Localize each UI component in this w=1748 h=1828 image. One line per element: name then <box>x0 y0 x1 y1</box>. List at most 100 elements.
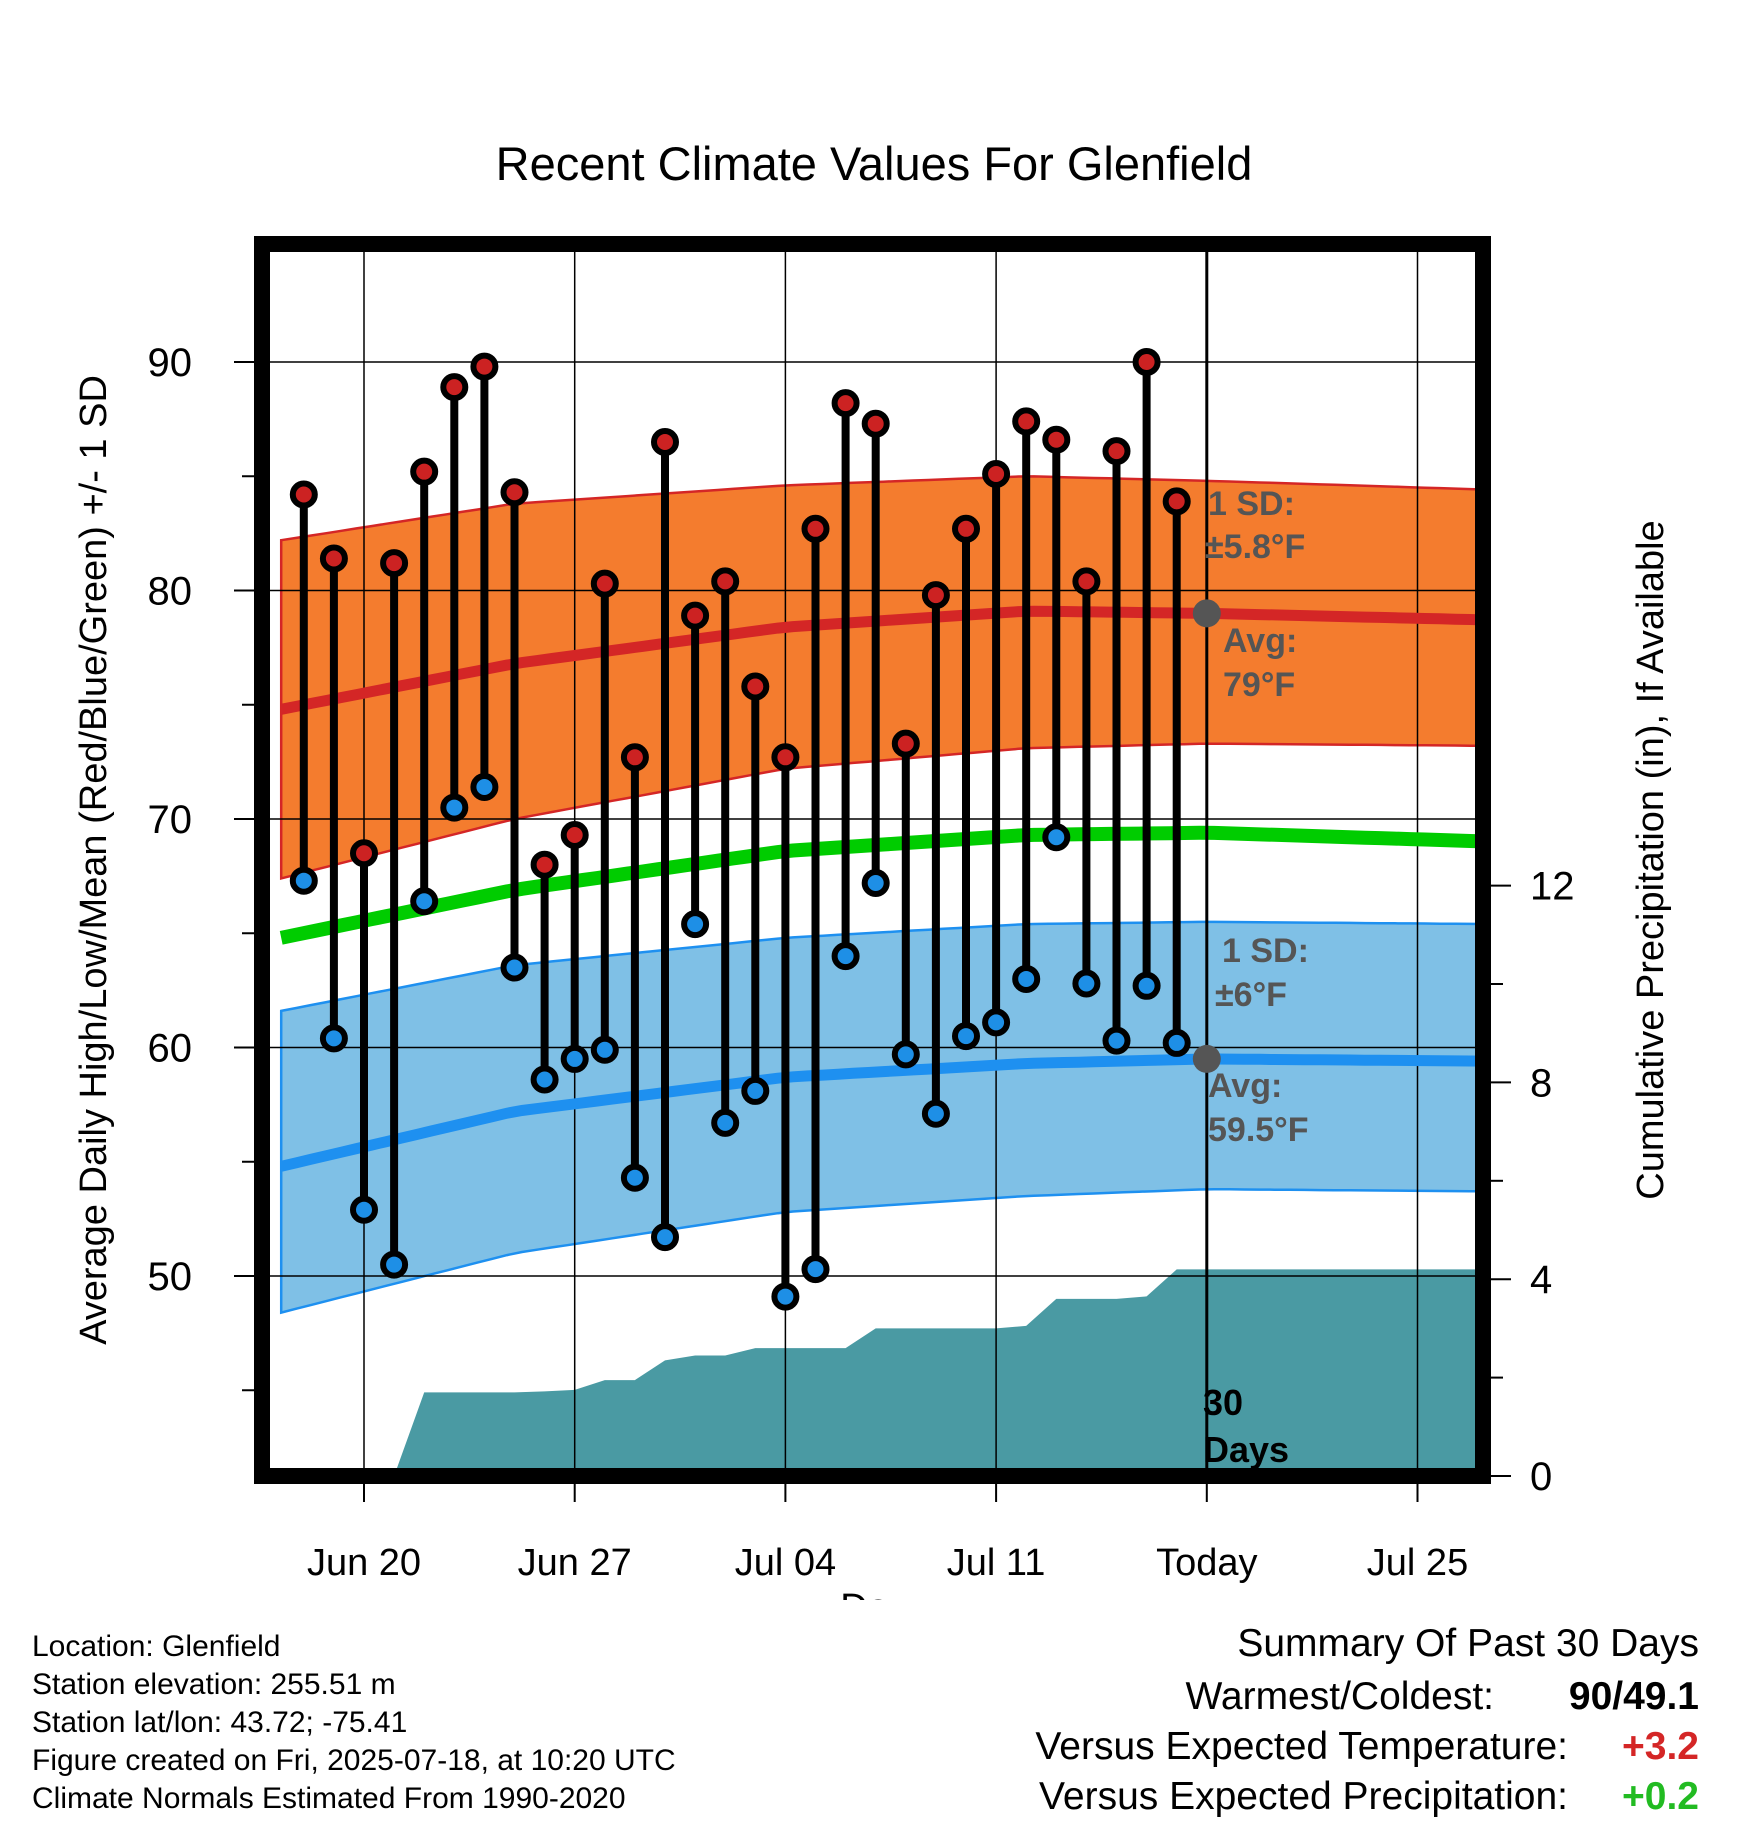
summary-temp-label: Versus Expected Temperature: <box>1035 1725 1568 1768</box>
daily-low-point <box>982 1008 1011 1037</box>
daily-low-point <box>1012 964 1041 993</box>
daily-low-point <box>560 1044 589 1073</box>
daily-high-point <box>319 544 348 573</box>
daily-low-point <box>319 1024 348 1053</box>
daily-high-point <box>1132 348 1161 376</box>
x-axis-label: Day <box>840 1587 908 1600</box>
daily-high-point <box>500 478 529 507</box>
y-tick-label: 70 <box>148 798 193 842</box>
y2-axis-label: Cumulative Precipitation (in), If Availa… <box>1630 520 1672 1199</box>
chart-title: Recent Climate Values For Glenfield <box>496 137 1253 190</box>
summary-title: Summary Of Past 30 Days <box>1237 1622 1699 1665</box>
daily-low-point <box>831 942 860 971</box>
daily-low-point <box>952 1022 980 1051</box>
daily-high-point <box>921 581 950 610</box>
daily-low-point <box>801 1255 830 1284</box>
info-latlon: Station lat/lon: 43.72; -75.41 <box>32 1706 408 1739</box>
daily-low-point <box>1162 1028 1191 1057</box>
summary-precip-label: Versus Expected Precipitation: <box>1039 1775 1568 1818</box>
y-tick-label: 90 <box>148 341 193 385</box>
climate-chart: Recent Climate Values For Glenfield 1 SD… <box>73 137 1672 1600</box>
daily-low-point <box>771 1282 800 1311</box>
y-tick-label: 60 <box>148 1027 193 1071</box>
daily-low-point <box>921 1099 950 1128</box>
y-axis-label: Average Daily High/Low/Mean (Red/Blue/Gr… <box>73 375 115 1345</box>
low-sd-value: ±6°F <box>1215 976 1287 1014</box>
daily-high-point <box>1072 567 1101 596</box>
daily-low-point <box>711 1108 740 1137</box>
info-location: Location: Glenfield <box>32 1630 281 1663</box>
summary-precip-value: +0.2 <box>1622 1775 1699 1818</box>
daily-low-point <box>1042 823 1071 852</box>
daily-high-point <box>560 820 589 849</box>
daily-low-point <box>651 1223 679 1252</box>
daily-high-point <box>1042 425 1071 454</box>
high-sd-value: ±5.8°F <box>1205 528 1305 566</box>
daily-high-point <box>741 672 770 701</box>
daily-high-point <box>952 514 980 543</box>
x-tick-label: Today <box>1156 1542 1257 1584</box>
y2-tick-label: 8 <box>1530 1061 1552 1105</box>
daily-low-point <box>620 1163 649 1192</box>
daily-low-point <box>380 1250 409 1279</box>
daily-high-point <box>891 729 920 758</box>
high-avg-label: Avg: <box>1223 622 1297 660</box>
daily-low-point <box>530 1065 559 1094</box>
days-word-label: Days <box>1203 1429 1289 1470</box>
y-tick-label: 50 <box>148 1255 193 1299</box>
info-normals: Climate Normals Estimated From 1990-2020 <box>32 1782 626 1815</box>
daily-high-point <box>1012 407 1041 436</box>
daily-high-point <box>289 480 318 509</box>
daily-low-point <box>741 1076 770 1105</box>
daily-high-point <box>380 549 409 578</box>
daily-low-point <box>861 868 890 897</box>
normal-low-line <box>279 1053 1483 1172</box>
low-sd-label: 1 SD: <box>1222 932 1309 970</box>
y-tick-label: 80 <box>148 570 193 614</box>
daily-low-point <box>289 866 318 895</box>
daily-high-point <box>530 850 559 879</box>
info-created: Figure created on Fri, 2025-07-18, at 10… <box>32 1744 676 1777</box>
daily-high-point <box>711 567 740 596</box>
daily-high-point <box>681 601 710 630</box>
high-sd-band <box>279 475 1483 881</box>
daily-low-point <box>1132 971 1161 1000</box>
daily-low-point <box>350 1195 378 1224</box>
today-high-avg-marker <box>1192 599 1221 628</box>
daily-high-point <box>771 743 800 772</box>
daily-low-point <box>891 1040 920 1069</box>
daily-high-point <box>982 459 1011 488</box>
y2-tick-label: 4 <box>1530 1258 1552 1302</box>
daily-low-point <box>1102 1026 1131 1055</box>
plot-frame <box>254 236 1491 1484</box>
days-count-label: 30 <box>1203 1382 1243 1423</box>
normal-mean-line <box>279 825 1483 945</box>
high-avg-value: 79°F <box>1223 666 1295 704</box>
plot-area: 1 SD: ±5.8°F Avg: 79°F 1 SD: ±6°F Avg: 59.5°F 30… <box>262 244 1483 1476</box>
summary-temp-value: +3.2 <box>1622 1725 1699 1768</box>
y2-tick-label: 12 <box>1530 865 1575 909</box>
daily-low-point <box>590 1035 619 1064</box>
daily-high-point <box>651 427 679 456</box>
daily-low-point <box>500 953 529 982</box>
daily-high-point <box>861 409 890 438</box>
x-tick-label: Jun 20 <box>307 1542 421 1584</box>
daily-low-point <box>410 887 439 916</box>
info-elevation: Station elevation: 255.51 m <box>32 1668 396 1701</box>
daily-high-point <box>470 352 499 381</box>
daily-high-point <box>590 569 619 598</box>
x-tick-label: Jun 27 <box>518 1542 632 1584</box>
daily-high-point <box>410 457 439 486</box>
daily-high-point <box>831 389 860 418</box>
x-tick-label: Jul 04 <box>735 1542 836 1584</box>
y2-tick-label: 0 <box>1530 1455 1552 1499</box>
daily-low-point <box>681 910 710 939</box>
daily-low-point <box>440 793 469 822</box>
daily-high-point <box>620 743 649 772</box>
daily-low-point <box>1072 969 1101 998</box>
low-avg-value: 59.5°F <box>1208 1111 1309 1149</box>
daily-high-point <box>1162 487 1191 516</box>
daily-high-point <box>440 373 469 402</box>
daily-high-point <box>1102 437 1131 466</box>
x-tick-label: Jul 25 <box>1367 1542 1468 1584</box>
